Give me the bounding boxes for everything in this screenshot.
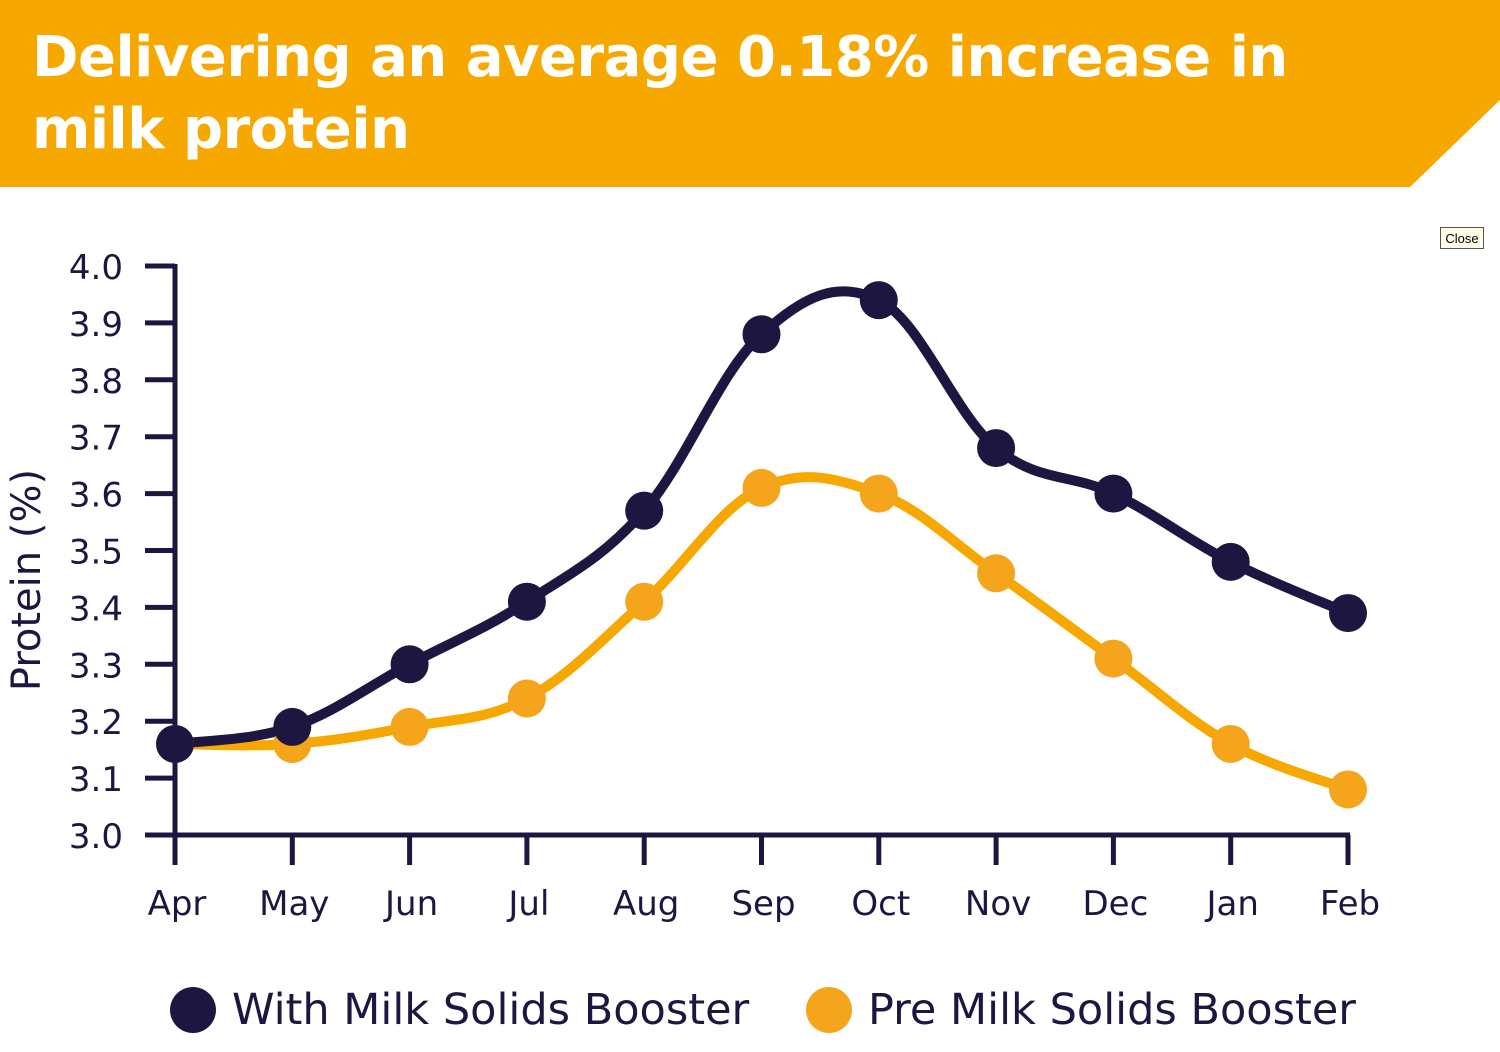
x-tick-label: May (259, 884, 329, 924)
data-point-with-booster (625, 491, 664, 530)
data-point-with-booster (977, 429, 1016, 468)
y-tick-label: 3.7 (69, 419, 123, 459)
x-tick-label: Apr (148, 884, 207, 924)
data-point-with-booster (273, 707, 312, 746)
data-point-with-booster (1211, 542, 1250, 581)
x-tick-label: Oct (851, 884, 910, 924)
x-tick-label: Dec (1083, 884, 1149, 924)
banner-title: Delivering an average 0.18% increase in … (32, 25, 1288, 162)
data-point-with-booster (507, 582, 546, 621)
close-button[interactable]: Close (1440, 227, 1484, 249)
chart-axes: 4.0 3.9 3.8 3.7 3.6 3.5 3.4 3.3 3.2 3.1 3.0 Apr May J… (69, 248, 1380, 924)
data-point-with-booster (859, 281, 898, 320)
y-tick-label: 3.8 (69, 362, 123, 402)
y-tick-label: 3.0 (69, 817, 123, 857)
title-banner: Delivering an average 0.18% increase in … (0, 0, 1500, 187)
x-tick-label: Jun (383, 884, 438, 924)
x-tick-label: Jul (506, 884, 549, 924)
x-tick-label: Jan (1204, 884, 1258, 924)
y-tick-label: 3.5 (69, 533, 123, 573)
legend-item-with-booster: With Milk Solids Booster (170, 980, 749, 1040)
chart-legend: With Milk Solids Booster Pre Milk Solids… (170, 980, 1420, 1040)
data-point-pre-booster (977, 554, 1016, 593)
x-tick-label: Sep (731, 884, 795, 924)
legend-label: With Milk Solids Booster (232, 985, 750, 1035)
data-point-pre-booster (1329, 770, 1367, 809)
series-lines (170, 286, 1353, 795)
data-point-with-booster (1329, 594, 1367, 633)
x-tick-label: Feb (1320, 884, 1380, 924)
y-axis-label: Protein (%) (4, 469, 50, 691)
series-line-with-booster (170, 286, 1353, 749)
data-point-pre-booster (1211, 724, 1250, 763)
data-point-with-booster (742, 315, 781, 354)
data-point-pre-booster (507, 679, 546, 718)
data-point-pre-booster (742, 468, 781, 507)
data-point-pre-booster (625, 582, 664, 621)
series-points (156, 281, 1367, 809)
x-tick-label: Nov (965, 884, 1031, 924)
y-tick-label: 3.4 (69, 589, 123, 629)
x-tick-label: Aug (613, 884, 679, 924)
legend-item-pre-booster: Pre Milk Solids Booster (806, 980, 1356, 1040)
legend-marker (170, 987, 216, 1033)
banner-background (0, 0, 1500, 187)
data-point-with-booster (390, 645, 429, 684)
y-tick-label: 4.0 (69, 248, 123, 288)
data-point-pre-booster (1094, 639, 1133, 678)
data-point-with-booster (156, 724, 194, 763)
banner-shape (0, 0, 1500, 187)
legend-marker (806, 987, 852, 1033)
data-point-pre-booster (390, 707, 429, 746)
y-tick-label: 3.6 (69, 476, 123, 516)
y-tick-label: 3.2 (69, 703, 123, 743)
y-tick-label: 3.3 (69, 646, 123, 686)
y-tick-label: 3.1 (69, 760, 123, 800)
legend-label: Pre Milk Solids Booster (868, 985, 1356, 1035)
y-tick-label: 3.9 (69, 305, 123, 345)
data-point-with-booster (1094, 474, 1133, 513)
data-point-pre-booster (859, 474, 898, 513)
